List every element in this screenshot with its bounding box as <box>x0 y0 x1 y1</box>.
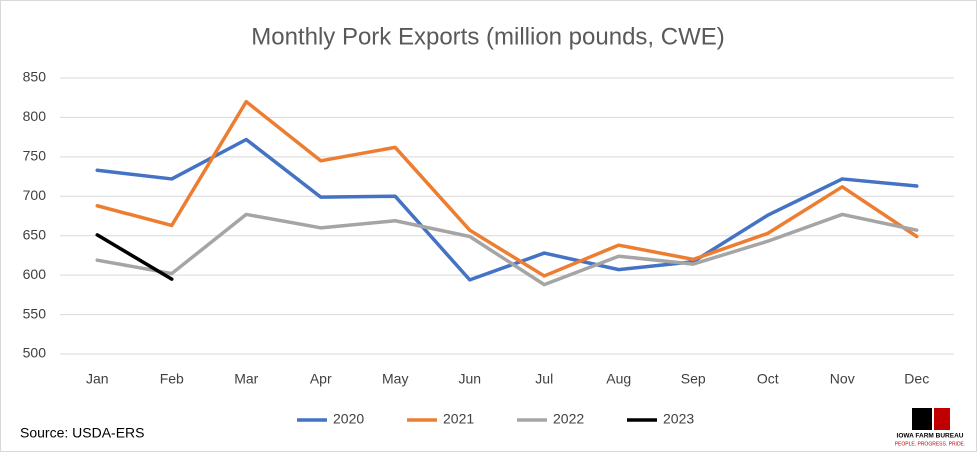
x-tick-label: May <box>382 371 408 387</box>
logo-name: IOWA FARM BUREAU <box>897 433 964 440</box>
y-tick-label: 800 <box>23 108 47 124</box>
x-tick-label: Aug <box>606 371 631 387</box>
logo-tagline: PEOPLE. PROGRESS. PRIDE. <box>895 441 966 447</box>
source-note: Source: USDA-ERS <box>20 425 144 441</box>
series-line <box>95 99 919 278</box>
logo: IOWA FARM BUREAU PEOPLE. PROGRESS. PRIDE… <box>895 408 966 447</box>
logo-mark <box>912 408 932 430</box>
x-tick-label: Jun <box>458 371 481 387</box>
y-tick-label: 650 <box>23 226 47 242</box>
y-tick-label: 550 <box>23 305 47 321</box>
y-tick-label: 600 <box>23 266 47 282</box>
y-tick-label: 700 <box>23 187 47 203</box>
series-line <box>95 137 919 282</box>
x-tick-label: Nov <box>830 371 855 387</box>
x-tick-label: Dec <box>904 371 929 387</box>
legend-label: 2023 <box>663 411 694 427</box>
y-tick-label: 500 <box>23 345 47 361</box>
y-tick-label: 850 <box>23 69 47 85</box>
legend-label: 2021 <box>443 411 474 427</box>
series-line <box>95 233 174 281</box>
x-tick-label: Jul <box>535 371 553 387</box>
x-tick-label: Oct <box>757 371 779 387</box>
series-line <box>95 212 919 287</box>
x-tick-label: Jan <box>86 371 109 387</box>
legend-label: 2022 <box>553 411 584 427</box>
x-tick-label: Mar <box>234 371 258 387</box>
x-tick-label: Sep <box>681 371 706 387</box>
x-tick-label: Feb <box>160 371 184 387</box>
logo-mark-red <box>934 408 950 430</box>
y-tick-label: 750 <box>23 148 47 164</box>
chart-title: Monthly Pork Exports (million pounds, CW… <box>251 23 724 50</box>
legend-label: 2020 <box>333 411 364 427</box>
x-tick-label: Apr <box>310 371 332 387</box>
